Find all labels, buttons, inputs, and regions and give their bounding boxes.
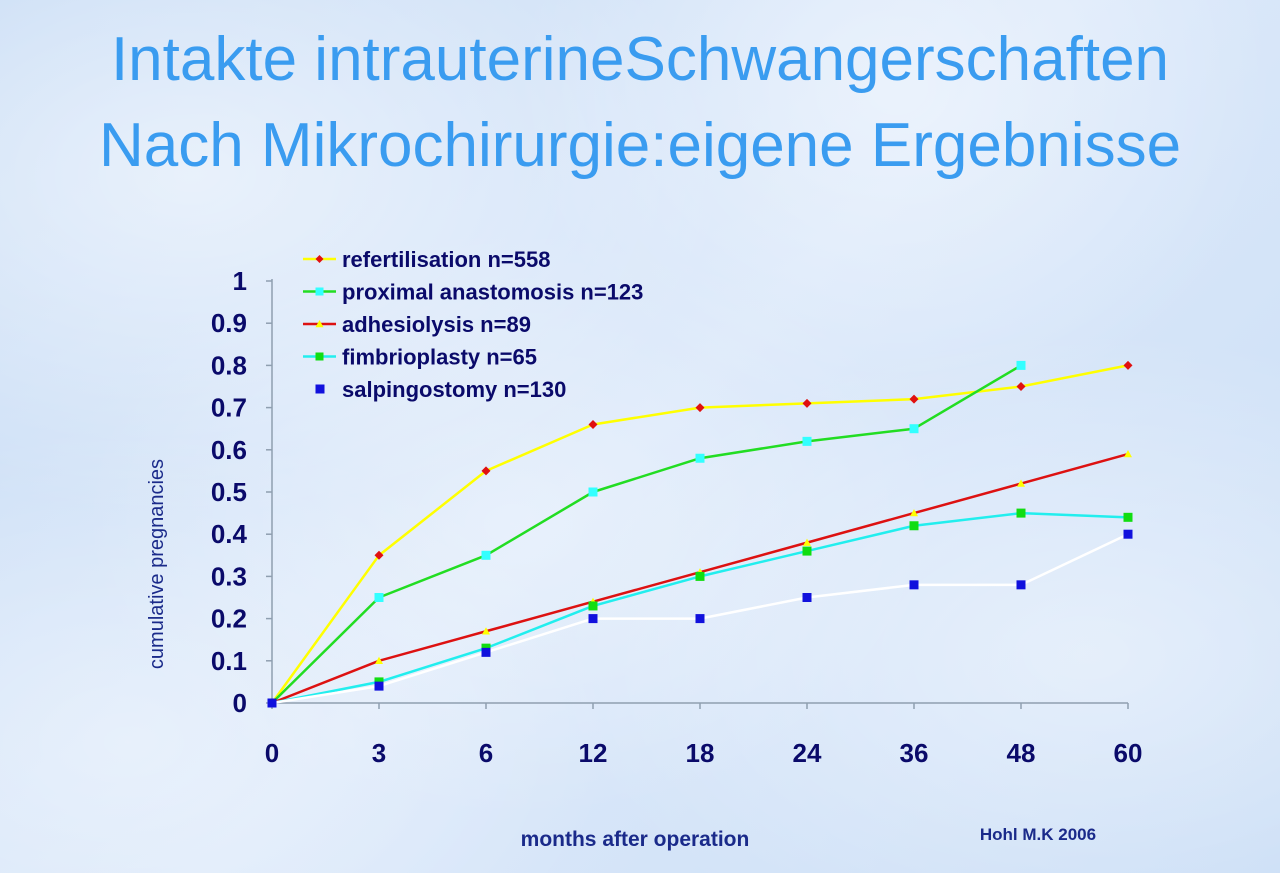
x-tick-label: 60 bbox=[1114, 738, 1143, 768]
y-tick-label: 0.9 bbox=[211, 308, 247, 338]
y-tick-label: 0.1 bbox=[211, 646, 247, 676]
data-point-fimbrioplasty bbox=[1016, 508, 1026, 518]
data-point-salpingostomy bbox=[374, 681, 384, 691]
data-point-fimbrioplasty bbox=[909, 521, 919, 531]
chart-series-markers bbox=[267, 360, 1133, 708]
data-point-adhesiolysis bbox=[910, 509, 918, 517]
x-tick-label: 24 bbox=[793, 738, 822, 768]
y-tick-label: 0 bbox=[233, 688, 247, 718]
y-tick-label: 0.8 bbox=[211, 350, 247, 380]
legend-marker-adhesiolysis bbox=[315, 320, 324, 328]
x-tick-label: 3 bbox=[372, 738, 386, 768]
data-point-refertilisation bbox=[695, 403, 705, 413]
x-axis-label: months after operation bbox=[521, 828, 750, 851]
data-point-salpingostomy bbox=[267, 698, 277, 708]
series-line-proximal bbox=[271, 364, 1022, 704]
page-title-line-1: Intakte intrauterineSchwangerschaften bbox=[110, 25, 1170, 94]
data-point-fimbrioplasty bbox=[1123, 512, 1133, 522]
x-tick-label: 12 bbox=[579, 738, 608, 768]
legend-marker-fimbrioplasty bbox=[315, 352, 324, 361]
legend-marker-refertilisation bbox=[315, 255, 324, 263]
data-point-salpingostomy bbox=[695, 614, 705, 624]
data-point-proximal bbox=[588, 487, 598, 497]
legend-label-fimbrioplasty: fimbrioplasty n=65 bbox=[342, 345, 537, 370]
data-point-adhesiolysis bbox=[482, 627, 490, 635]
data-point-proximal bbox=[481, 550, 491, 560]
data-point-salpingostomy bbox=[481, 647, 491, 657]
data-point-adhesiolysis bbox=[803, 538, 811, 546]
legend-label-salpingostomy: salpingostomy n=130 bbox=[342, 377, 566, 402]
data-point-adhesiolysis bbox=[375, 656, 383, 664]
legend-marker-salpingostomy bbox=[315, 384, 325, 394]
data-point-proximal bbox=[374, 593, 384, 602]
data-point-adhesiolysis bbox=[1124, 450, 1132, 458]
data-point-refertilisation bbox=[1123, 360, 1133, 370]
y-tick-label: 0.7 bbox=[211, 393, 247, 423]
y-tick-label: 0.4 bbox=[211, 519, 248, 549]
chart-ticks: 00.10.20.30.40.50.60.70.80.910 3 6 12 18 24 36… bbox=[211, 266, 1143, 768]
data-point-salpingostomy bbox=[802, 593, 812, 602]
x-tick-label: 36 bbox=[900, 738, 929, 768]
data-point-proximal bbox=[695, 453, 705, 463]
x-tick-label: 6 bbox=[479, 738, 493, 768]
y-tick-label: 0.6 bbox=[211, 435, 247, 465]
x-tick-label: 48 bbox=[1007, 738, 1036, 768]
x-tick-label: 18 bbox=[686, 738, 715, 768]
data-point-salpingostomy bbox=[1123, 529, 1133, 539]
chart-series-lines bbox=[270, 364, 1129, 705]
series-line-fimbrioplasty bbox=[271, 511, 1129, 705]
page-title-line-2: Nach Mikrochirurgie:eigene Ergebnisse bbox=[98, 111, 1182, 180]
data-point-adhesiolysis bbox=[1017, 479, 1025, 487]
legend-label-adhesiolysis: adhesiolysis n=89 bbox=[342, 312, 531, 337]
chart-axes bbox=[271, 279, 1128, 704]
data-point-fimbrioplasty bbox=[802, 546, 812, 556]
y-tick-label: 0.3 bbox=[211, 561, 247, 591]
data-point-salpingostomy bbox=[588, 614, 598, 624]
x-tick-label: 0 bbox=[265, 738, 279, 768]
chart-legend: refertilisation n=558 proximal anastomosi… bbox=[303, 247, 643, 402]
data-point-refertilisation bbox=[802, 398, 812, 408]
legend-label-refertilisation: refertilisation n=558 bbox=[342, 247, 550, 272]
y-tick-label: 0.5 bbox=[211, 477, 247, 507]
legend-label-proximal: proximal anastomosis n=123 bbox=[342, 280, 643, 305]
data-point-refertilisation bbox=[481, 466, 491, 476]
data-point-proximal bbox=[802, 436, 812, 446]
data-point-salpingostomy bbox=[909, 580, 919, 590]
data-point-refertilisation bbox=[588, 419, 598, 429]
data-point-fimbrioplasty bbox=[588, 601, 598, 611]
data-point-proximal bbox=[909, 424, 919, 434]
data-point-refertilisation bbox=[1016, 382, 1026, 391]
data-point-salpingostomy bbox=[1016, 580, 1026, 590]
data-point-refertilisation bbox=[909, 394, 919, 404]
series-line-refertilisation bbox=[270, 364, 1129, 704]
credit-text: Hohl M.K 2006 bbox=[980, 825, 1096, 844]
y-tick-label: 1 bbox=[233, 266, 247, 296]
data-point-proximal bbox=[1016, 360, 1026, 370]
y-axis-label: cumulative pregnancies bbox=[146, 459, 168, 669]
data-point-fimbrioplasty bbox=[695, 571, 705, 581]
legend-marker-proximal bbox=[315, 287, 324, 296]
y-tick-label: 0.2 bbox=[211, 604, 247, 634]
data-point-refertilisation bbox=[374, 550, 384, 560]
